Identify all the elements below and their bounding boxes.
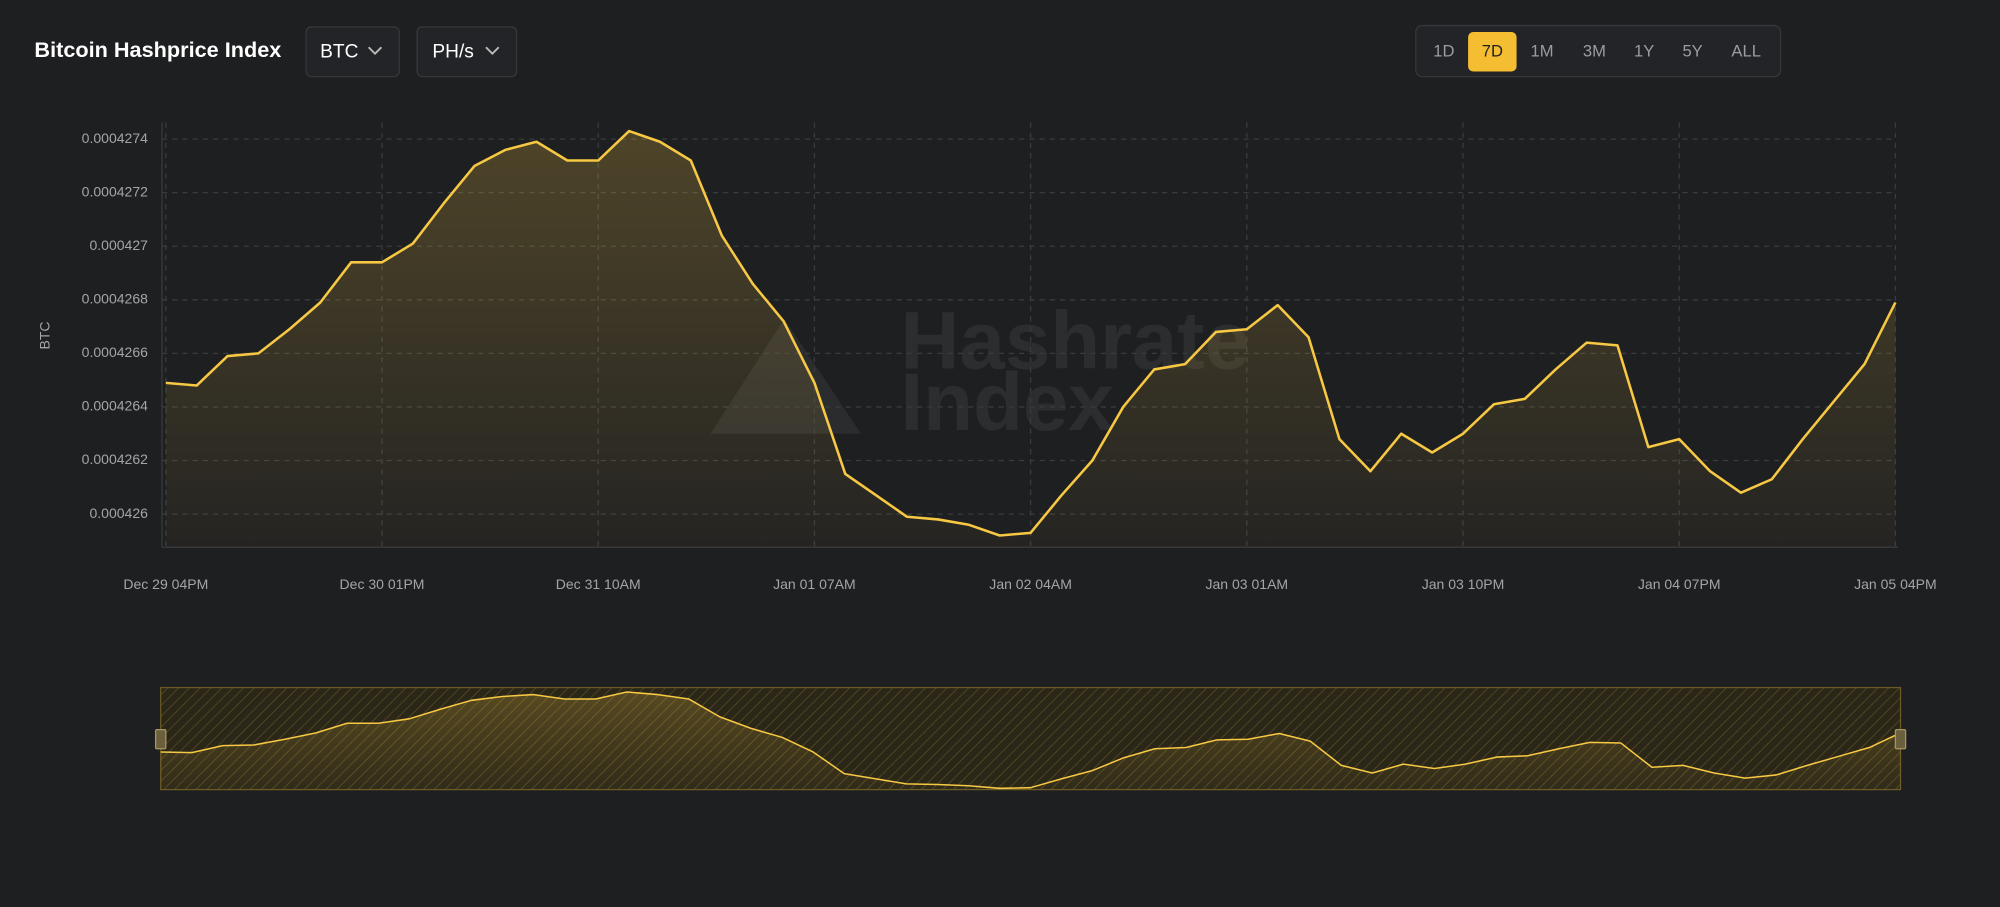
range-button[interactable]: 7D xyxy=(1482,42,1503,61)
dropdown-box[interactable] xyxy=(305,26,400,78)
range-button[interactable]: ALL xyxy=(1731,42,1761,61)
line xyxy=(160,691,1901,790)
y-tick-label: 0.0004268 xyxy=(82,291,148,307)
x-tick-label: Jan 04 07PM xyxy=(1638,576,1721,592)
range-button[interactable]: 1Y xyxy=(1634,42,1654,61)
x-tick-label: Dec 29 04PM xyxy=(123,576,208,592)
navigator-handle[interactable] xyxy=(1894,729,1907,750)
y-axis-label: BTC xyxy=(37,321,53,349)
dropdown-box[interactable] xyxy=(416,26,518,78)
navigator[interactable] xyxy=(154,686,1907,791)
y-tick-label: 0.0004262 xyxy=(82,451,148,467)
y-tick-label: 0.0004264 xyxy=(82,398,148,414)
x-tick-label: Jan 01 07AM xyxy=(773,576,856,592)
chevron xyxy=(367,46,383,55)
area xyxy=(160,692,1901,790)
navigator-handle[interactable] xyxy=(154,729,167,750)
x-tick-label: Dec 30 01PM xyxy=(340,576,425,592)
currency-dropdown[interactable]: BTC xyxy=(305,26,400,78)
x-tick-label: Jan 02 04AM xyxy=(989,576,1072,592)
line xyxy=(165,129,1897,537)
dropdown-label[interactable]: BTC xyxy=(320,41,358,62)
y-tick-label: 0.0004272 xyxy=(82,183,148,199)
plot: 0.000426 0.0004262 0.0004264 0.0004266 0.000… xyxy=(82,122,1937,592)
page-title: Bitcoin Hashprice Index xyxy=(34,37,281,62)
range-active-bg[interactable] xyxy=(1468,31,1517,72)
area xyxy=(165,131,1896,548)
range-button[interactable]: 1M xyxy=(1531,42,1554,61)
watermark-text: Index xyxy=(901,357,1114,448)
range-buttons: 1D 7D 1M 3M 1Y 5Y ALL xyxy=(1433,31,1761,72)
x-tick-label: Jan 05 04PM xyxy=(1854,576,1937,592)
range-button[interactable]: 1D xyxy=(1433,42,1454,61)
x-tick-label: Dec 31 10AM xyxy=(556,576,641,592)
x-tick-label: Jan 03 01AM xyxy=(1206,576,1289,592)
y-tick-label: 0.0004274 xyxy=(82,130,148,146)
range-button[interactable]: 3M xyxy=(1583,42,1606,61)
y-tick-label: 0.0004266 xyxy=(82,344,148,360)
chevron xyxy=(485,46,500,55)
y-tick-label: 0.000426 xyxy=(89,505,148,521)
y-tick-label: 0.000427 xyxy=(89,237,148,253)
x-tick-label: Jan 03 10PM xyxy=(1422,576,1505,592)
range-button[interactable]: 5Y xyxy=(1682,42,1702,61)
dropdown-label[interactable]: PH/s xyxy=(432,41,473,62)
unit-dropdown[interactable]: PH/s xyxy=(416,26,518,78)
